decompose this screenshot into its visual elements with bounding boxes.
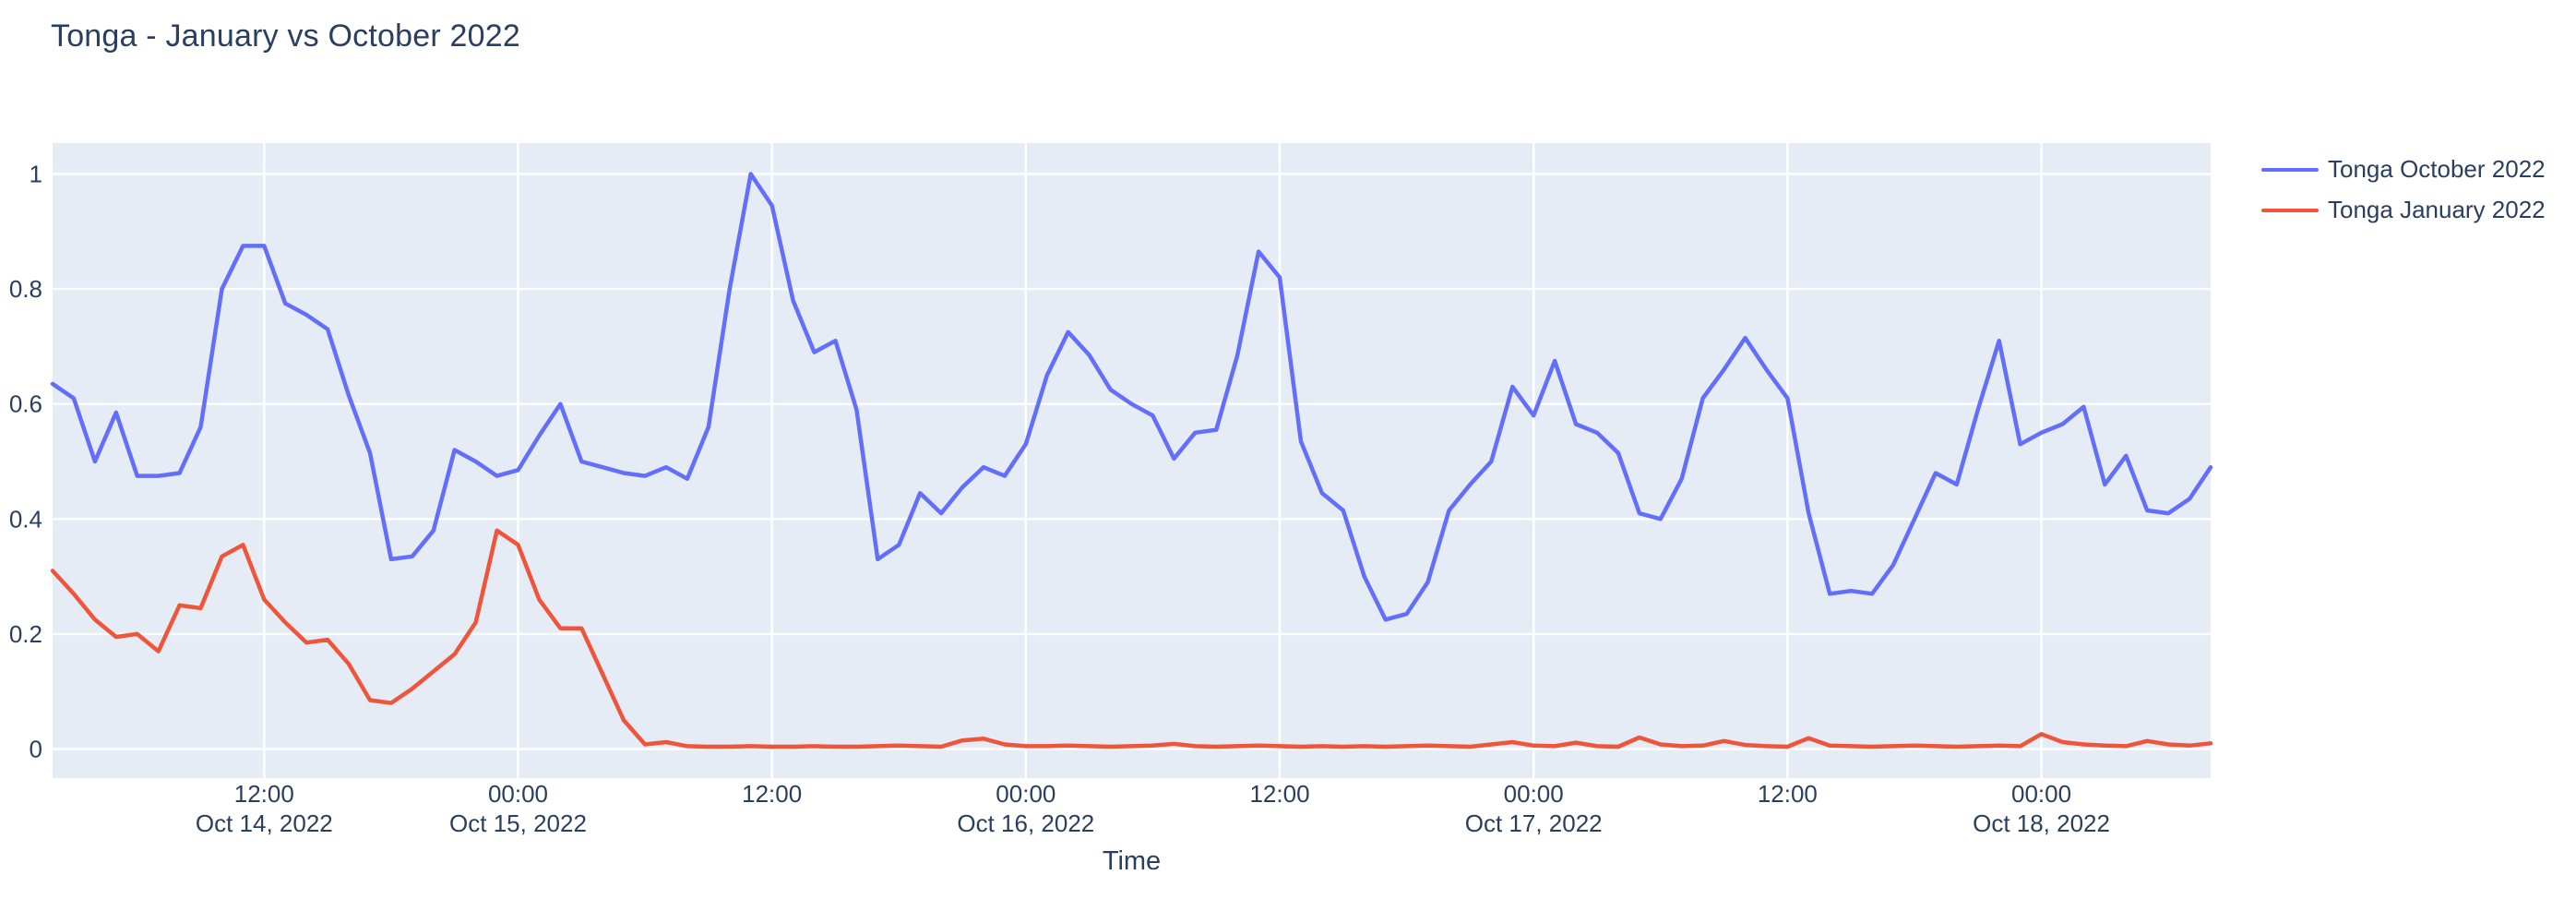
plot-background[interactable] bbox=[53, 143, 2211, 778]
y-tick-label: 0.6 bbox=[9, 390, 42, 418]
x-tick-label-time: 12:00 bbox=[1249, 780, 1309, 808]
y-tick-label: 0.4 bbox=[9, 505, 42, 533]
y-tick-label: 0 bbox=[30, 736, 42, 763]
chart-title: Tonga - January vs October 2022 bbox=[51, 18, 520, 54]
y-tick-label: 1 bbox=[30, 161, 42, 188]
legend: Tonga October 2022 Tonga January 2022 bbox=[2261, 155, 2546, 224]
x-tick-label-date: Oct 17, 2022 bbox=[1465, 809, 1603, 837]
series-line-october[interactable] bbox=[50, 172, 2213, 622]
y-tick-label: 0.8 bbox=[9, 275, 42, 303]
x-tick-label-time: 12:00 bbox=[1758, 780, 1818, 808]
legend-label-october: Tonga October 2022 bbox=[2328, 155, 2546, 183]
legend-line-swatch-october bbox=[2261, 167, 2319, 172]
legend-item-tonga-january-2022[interactable]: Tonga January 2022 bbox=[2261, 196, 2546, 224]
x-tick-label-date: Oct 14, 2022 bbox=[196, 809, 333, 837]
legend-item-tonga-october-2022[interactable]: Tonga October 2022 bbox=[2261, 155, 2546, 184]
x-tick-label-date: Oct 16, 2022 bbox=[957, 809, 1094, 837]
x-tick-label-date: Oct 15, 2022 bbox=[449, 809, 587, 837]
x-tick-label-time: 12:00 bbox=[742, 780, 802, 808]
x-tick-label-time: 00:00 bbox=[2011, 780, 2071, 808]
x-tick-label-time: 12:00 bbox=[234, 780, 294, 808]
x-axis-title: Time bbox=[1103, 846, 1161, 876]
x-tick-label-time: 00:00 bbox=[488, 780, 548, 808]
legend-label-january: Tonga January 2022 bbox=[2328, 196, 2546, 223]
y-tick-label: 0.2 bbox=[9, 620, 42, 648]
legend-line-swatch-january bbox=[2261, 208, 2319, 212]
series-line-january[interactable] bbox=[50, 528, 2213, 749]
x-tick-label-time: 00:00 bbox=[1504, 780, 1564, 808]
x-tick-label-date: Oct 18, 2022 bbox=[1973, 809, 2110, 837]
x-tick-label-time: 00:00 bbox=[996, 780, 1055, 808]
